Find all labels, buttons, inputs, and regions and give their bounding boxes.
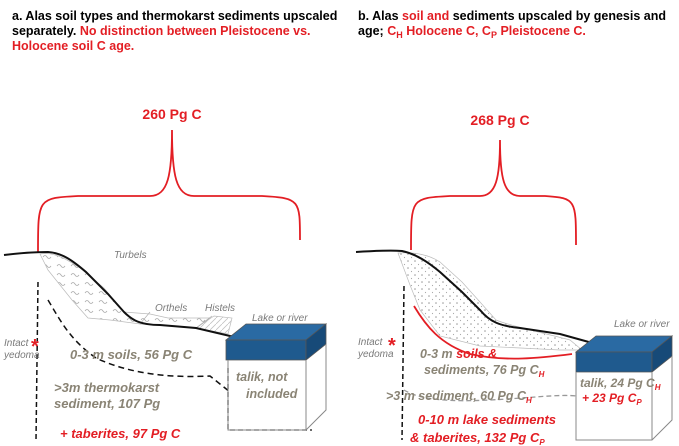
- panel-b-title-highlight-3: Pleistocene C.: [500, 24, 586, 38]
- panel-b-title-text-1: b. Alas: [358, 9, 399, 23]
- panel-a-title-text: a. Alas soil types and thermokarst sedim…: [12, 9, 338, 38]
- panel-a-title: a. Alas soil types and thermokarst sedim…: [12, 9, 342, 54]
- label-soils-b-1: 0-3 m soils &: [420, 347, 497, 361]
- panel-b-lake-block: [574, 335, 674, 441]
- yedoma-marker-b: *: [388, 335, 396, 357]
- label-taberites-a: + taberites, 97 Pg C: [60, 426, 181, 441]
- label-lake-a: Lake or river: [252, 313, 308, 324]
- panel-b-topography: [355, 249, 597, 345]
- label-turbels: Turbels: [114, 250, 147, 261]
- panel-b-title: b. Alas soil and sediments upscaled by g…: [358, 9, 678, 40]
- panel-b-brace: [410, 139, 577, 251]
- label-yedoma-b-2: yedoma: [357, 349, 394, 360]
- label-yedoma-b-1: Intact: [358, 337, 384, 348]
- panel-a-brace: [37, 129, 301, 253]
- panel-a-yedoma-boundary: [35, 281, 39, 441]
- panel-a-lake-block: [224, 323, 328, 431]
- panel-a-topography: [3, 250, 255, 339]
- panel-a-diagram: 260 Pg C Turbels Orthels Histels Lake or…: [3, 106, 328, 441]
- label-yedoma-a-2: yedoma: [3, 350, 40, 361]
- label-soils-b-2: sediments, 76 Pg CH: [424, 363, 545, 379]
- panel-b-yedoma-boundary: [401, 285, 405, 441]
- panel-b-total: 268 Pg C: [470, 112, 529, 128]
- label-sed3-b: >3 m sediment, 60 Pg CH: [386, 389, 532, 405]
- label-talik-b-1: talik, 24 Pg CH: [580, 376, 661, 392]
- yedoma-marker-a: *: [31, 336, 39, 358]
- panel-b-title-highlight-2: CH Holocene C, CP: [387, 24, 497, 40]
- panel-b-title-text-2: sediments upscaled by genesis and age;: [358, 9, 667, 38]
- label-histels: Histels: [205, 303, 235, 314]
- label-talik-a-1: talik, not: [236, 370, 288, 384]
- panel-a-title-highlight: No distinction between Pleistocene vs. H…: [12, 24, 311, 53]
- label-lake-sed-b-1: 0-10 m lake sediments: [418, 412, 556, 427]
- panel-b-diagram: 268 Pg C Lake or river Intact yedoma * 0…: [355, 112, 674, 446]
- panel-b-soils-boundary: [413, 305, 573, 360]
- label-thermo-a-1: >3m thermokarst: [54, 380, 160, 395]
- panel-a-total: 260 Pg C: [142, 106, 201, 122]
- label-orthels: Orthels: [155, 303, 187, 314]
- label-thermo-a-2: sediment, 107 Pg: [54, 396, 160, 411]
- label-soils-a: 0-3 m soils, 56 Pg C: [70, 347, 193, 362]
- label-yedoma-a-1: Intact: [4, 338, 30, 349]
- label-talik-b-2: + 23 Pg CP: [582, 391, 642, 407]
- panel-b-sediment-region: [397, 252, 583, 351]
- label-lake-b: Lake or river: [614, 319, 670, 330]
- panel-a-soils-boundary: [47, 299, 231, 393]
- label-lake-sed-b-2: & taberites, 132 Pg CP: [410, 430, 545, 446]
- panel-b-title-highlight-1: soil and: [402, 9, 450, 23]
- label-talik-a-2: included: [246, 387, 298, 401]
- panel-b-3m-boundary: [403, 389, 577, 402]
